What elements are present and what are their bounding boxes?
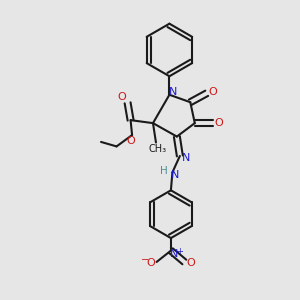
Text: O: O — [117, 92, 126, 102]
Text: CH₃: CH₃ — [148, 143, 166, 154]
Text: O: O — [186, 259, 195, 269]
Text: O: O — [147, 259, 156, 269]
Text: N: N — [169, 87, 177, 97]
Text: N: N — [182, 153, 190, 164]
Text: +: + — [176, 247, 183, 256]
Text: −: − — [141, 255, 149, 265]
Text: O: O — [208, 87, 217, 97]
Text: H: H — [160, 166, 167, 176]
Text: O: O — [214, 118, 223, 128]
Text: O: O — [126, 136, 135, 146]
Text: N: N — [170, 249, 179, 259]
Text: N: N — [171, 170, 180, 180]
